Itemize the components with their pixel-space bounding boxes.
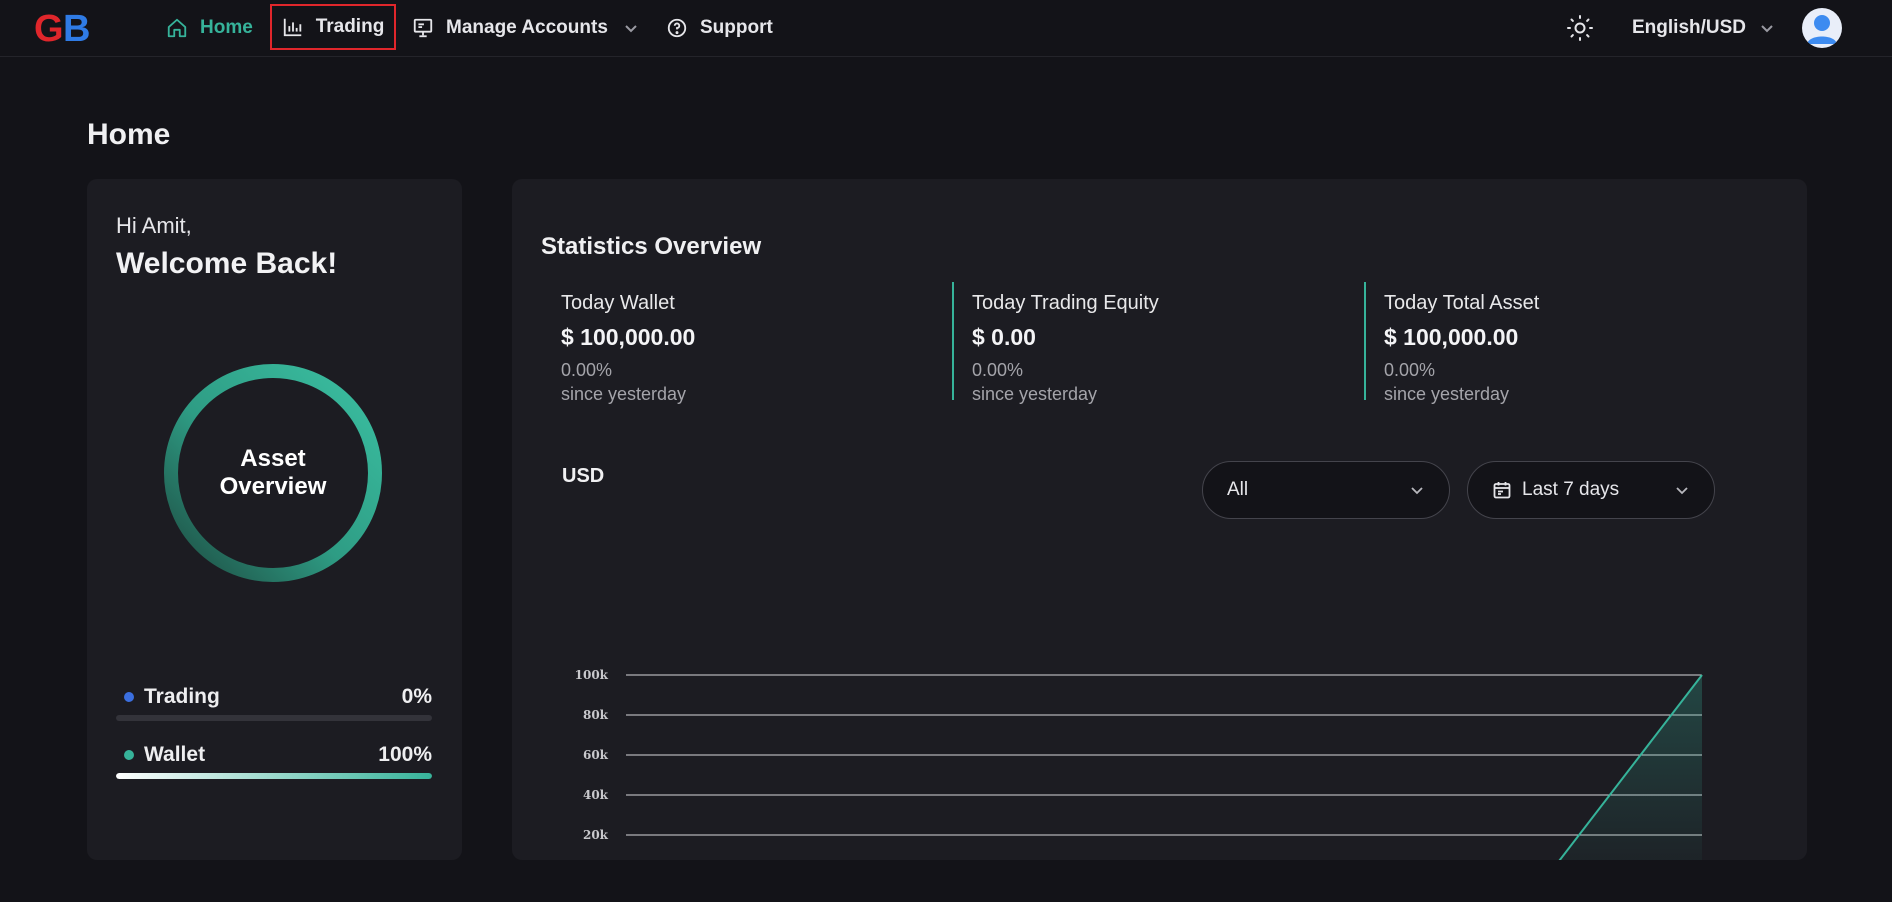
monitor-icon [413,18,433,37]
stat-label: Today Total Asset [1384,292,1540,314]
stat-change: 0.00% [1384,360,1436,380]
stat-value: $ 100,000.00 [561,324,696,350]
nav-trading[interactable]: Trading [270,4,396,50]
user-icon [1807,15,1837,44]
chevron-down-icon [1761,24,1773,32]
statistics-card: Statistics Overview Today Wallet $ 100,0… [512,179,1807,860]
asset-overview-label-line2: Overview [219,473,327,500]
chart-y-tick-label: 40k [583,788,609,802]
stat-value: $ 100,000.00 [1384,324,1519,350]
svg-text:B: B [63,8,90,48]
nav-home[interactable]: Home [166,0,253,55]
bar-chart-icon [283,18,301,37]
usd-area-chart: 020k40k60k80k100kJun 17Jun 18Jun 19Jun 2… [575,668,1703,860]
chevron-down-icon [1676,487,1688,495]
greeting-text: Hi Amit, [116,213,192,238]
welcome-back-heading: Welcome Back! [116,247,338,280]
asset-overview-label: Asset Overview [163,363,383,583]
legend-wallet-percent: 100% [378,743,432,766]
stat-change: 0.00% [561,360,613,380]
stat-since: since yesterday [1384,384,1510,404]
chart-y-tick-label: 60k [583,748,609,762]
stat-change: 0.00% [972,360,1024,380]
trading-dot [124,692,134,702]
svg-text:G: G [34,8,64,48]
chart-area-fill [1559,675,1702,860]
nav-home-label: Home [200,16,253,38]
chevron-down-icon [625,24,637,32]
stat-label: Today Trading Equity [972,292,1159,314]
chevron-down-icon [1411,487,1423,495]
legend-wallet: Wallet 100% [116,743,432,767]
account-filter-value: All [1227,479,1249,500]
currency-label: USD [562,465,605,487]
stat-since: since yesterday [561,384,687,404]
account-filter-select[interactable]: All [1202,461,1450,519]
nav-manage-accounts-label: Manage Accounts [446,16,608,38]
chart-y-tick-label: 80k [583,708,609,722]
legend-wallet-label: Wallet [144,743,206,766]
theme-toggle-sun-icon[interactable] [1566,14,1594,42]
stat-value: $ 0.00 [972,324,1036,350]
welcome-card: Hi Amit, Welcome Back! Asset Overview Tr… [87,179,462,860]
trading-progress-bar [116,715,432,721]
language-currency-selector[interactable]: English/USD [1632,0,1774,55]
date-range-select[interactable]: Last 7 days [1467,461,1715,519]
page-title: Home [87,118,171,151]
user-avatar[interactable] [1802,8,1842,48]
stat-label: Today Wallet [561,292,675,314]
gb-logo[interactable]: G B [34,8,100,48]
wallet-dot [124,750,134,760]
home-icon [167,18,187,37]
legend-trading: Trading 0% [116,685,432,709]
stat-since: since yesterday [972,384,1098,404]
legend-trading-label: Trading [144,685,220,708]
nav-manage-accounts[interactable]: Manage Accounts [412,0,638,55]
stat-today-trading-equity: Today Trading Equity $ 0.00 0.00% since … [952,282,1332,404]
top-navigation-bar: G B Home Trading Manage Accounts Support [0,0,1892,57]
legend-trading-percent: 0% [401,685,432,708]
nav-trading-label: Trading [315,16,385,37]
asset-overview-ring [164,364,382,582]
stat-today-total-asset: Today Total Asset $ 100,000.00 0.00% sin… [1364,282,1744,404]
asset-overview-label-line1: Asset [240,445,306,472]
date-range-value: Last 7 days [1522,479,1620,500]
nav-support[interactable]: Support [666,0,773,55]
chart-y-tick-label: 100k [575,668,609,682]
language-label: English/USD [1632,16,1747,38]
calendar-icon [1493,482,1511,499]
statistics-title: Statistics Overview [541,233,762,260]
chart-y-tick-label: 20k [583,828,609,842]
wallet-progress-bar [116,773,432,779]
wallet-progress-fill [116,773,432,779]
nav-support-label: Support [700,16,773,38]
stat-today-wallet: Today Wallet $ 100,000.00 0.00% since ye… [543,282,921,404]
chart-series-line [1558,674,1703,860]
help-circle-icon [667,18,687,37]
